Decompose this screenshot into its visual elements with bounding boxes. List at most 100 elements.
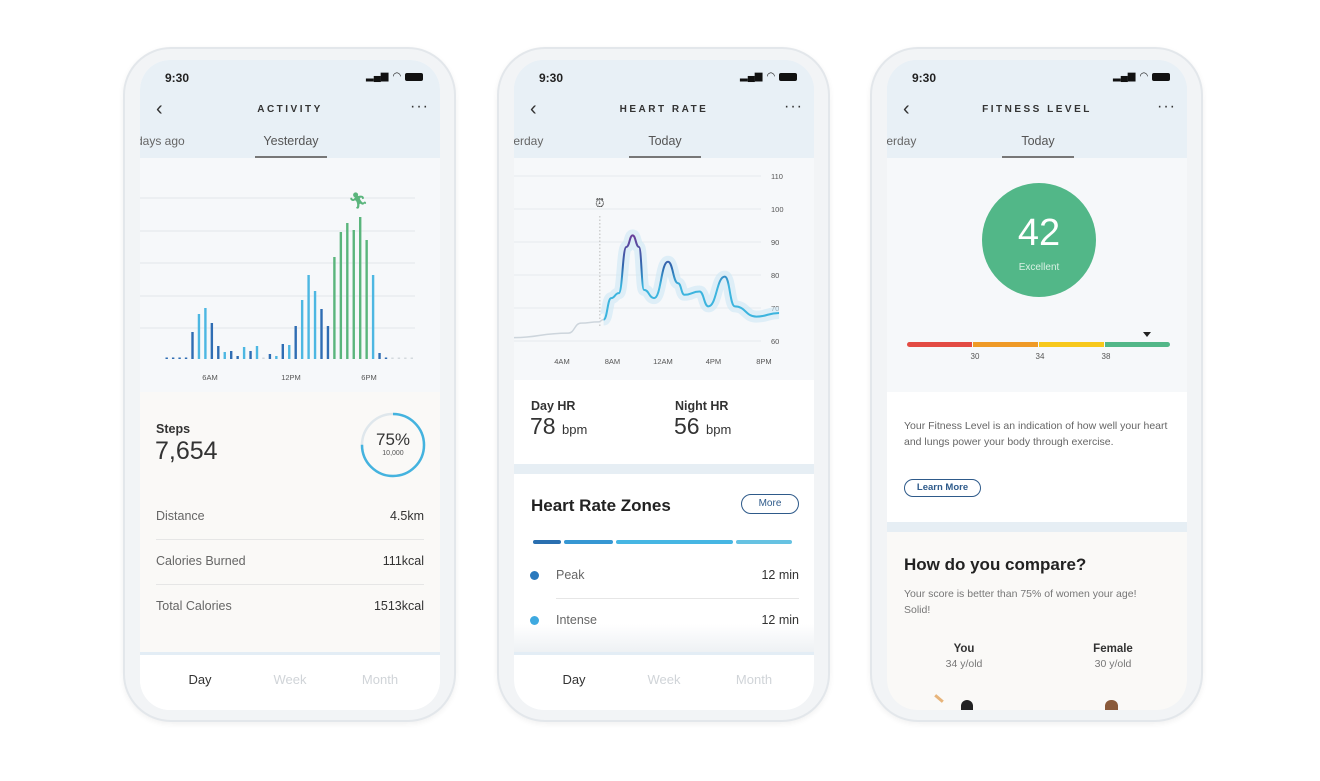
step-bar [313,291,317,359]
x-tick-label: 4PM [706,357,721,366]
period-tab-bar [140,652,440,710]
step-bar [397,357,401,359]
scale-segment [1105,342,1170,347]
fitness-score: 42 [1017,212,1061,254]
page-title: ACTIVITY [257,104,323,115]
step-bar [249,351,252,359]
y-tick-label: 90 [771,238,779,247]
step-bar [275,356,278,359]
step-bar [371,275,375,359]
header [140,60,440,158]
distance-label: Distance [156,509,205,523]
learn-more-button[interactable]: Learn More [904,479,981,497]
more-options-button[interactable]: ··· [1157,98,1176,115]
zone-intense-label: Intense [556,613,598,627]
signal-icon: ▂▄▆ [1113,71,1136,82]
you-age: 34 y/old [945,658,983,670]
total-calories-label: Total Calories [156,599,232,613]
tab-current[interactable]: Today [1021,134,1055,148]
zone-bar-segment [615,540,733,544]
night-hr-label: Night HR [675,399,729,413]
activity-screen: 9:30 ▂▄▆ ◠ ‹ ACTIVITY ··· days ago Yester… [140,60,440,710]
phone-activity: 9:30 ▂▄▆ ◠ ‹ ACTIVITY ··· days ago Yester… [123,47,456,722]
steps-bar-chart: 6AM 12PM 6PM 🏃︎ [140,192,415,382]
step-bar [268,354,272,359]
more-options-button[interactable]: ··· [784,98,803,115]
step-bar [178,357,181,359]
step-bar [255,346,259,359]
calories-burned-value: 111kcal [382,554,424,568]
tab-previous[interactable]: terday [887,134,917,148]
period-tab-week[interactable]: Week [647,672,681,687]
zone-bar-segment [564,540,613,544]
fitness-description: Your Fitness Level is an indication of h… [904,420,1168,448]
step-bar [365,240,368,359]
step-bar [184,357,188,359]
period-tab-month[interactable]: Month [361,672,399,687]
fitness-score-area: 42 Excellent 30 34 38 [887,158,1187,392]
total-calories-value: 1513kcal [373,599,424,613]
steps-value: 7,654 [155,437,218,465]
tab-underline [1002,156,1074,158]
back-button[interactable]: ‹ [903,98,910,120]
zone-peak-label: Peak [556,568,585,582]
tab-underline [629,156,701,158]
compare-title: How do you compare? [904,555,1087,574]
tab-current[interactable]: Today [648,134,682,148]
tab-current[interactable]: Yesterday [263,134,319,148]
battery-icon [779,72,798,81]
y-tick-label: 60 [771,337,779,346]
female-label: Female [1093,643,1133,655]
x-tick-label: 8AM [605,357,620,366]
fitness-rating: Excellent [1018,262,1060,273]
wifi-icon: ◠ [392,71,402,82]
step-bar [326,326,330,359]
x-tick-label: 6AM [202,373,217,382]
step-bar [210,323,214,359]
period-tab-day[interactable]: Day [188,672,212,687]
period-tab-month[interactable]: Month [735,672,773,687]
page-title: HEART RATE [619,104,709,115]
peak-dot-icon [530,571,539,580]
goal-progress-ring [360,412,426,478]
compare-text: Your score is better than 75% of women y… [904,588,1137,616]
step-bar [307,275,310,359]
alarm-clock-icon: ⏰︎ [595,196,604,210]
status-icons: ▂▄▆ ◠ [366,71,424,82]
status-icons: ▂▄▆ ◠ [740,71,798,82]
step-bar [294,326,297,359]
zone-bar-segment [735,540,792,544]
goal-percent: 75% [375,430,411,449]
zone-bar-segment [533,540,562,544]
hr-chart-area: 60 70 80 90 100 110 4AM 8AM 12AM 4PM 8PM ⏰︎ [514,158,814,380]
fitness-score-circle [982,183,1096,297]
hr-summary-card: Day HR 78 bpm Night HR 56 bpm [514,380,814,464]
tab-previous[interactable]: days ago [140,134,185,148]
tab-previous[interactable]: terday [514,134,544,148]
x-tick-label: 12AM [653,357,673,366]
step-bar [230,351,233,359]
divider [156,539,424,540]
day-hr-unit: bpm [561,422,588,437]
score-marker-icon [1143,332,1151,337]
period-tab-week[interactable]: Week [273,672,307,687]
more-options-button[interactable]: ··· [410,98,429,115]
compare-card: How do you compare? Your score is better… [887,532,1187,710]
period-tab-day[interactable]: Day [562,672,586,687]
step-bar [262,357,265,359]
step-bar [288,345,291,359]
day-hr-value: 78 bpm [530,413,587,440]
step-bar [171,357,175,359]
back-button[interactable]: ‹ [156,98,163,120]
y-tick-label: 110 [771,172,783,181]
phone-heart-rate: 9:30 ▂▄▆◠ ‹ HEART RATE ··· terday Today … [497,47,830,722]
calories-burned-label: Calories Burned [156,554,246,568]
step-bar [384,357,388,359]
night-hr-number: 56 [674,413,700,439]
back-button[interactable]: ‹ [530,98,537,120]
signal-icon: ▂▄▆ [740,71,763,82]
hr-line [603,234,780,321]
zones-more-button[interactable]: More [741,494,799,514]
y-tick-label: 100 [771,205,784,214]
